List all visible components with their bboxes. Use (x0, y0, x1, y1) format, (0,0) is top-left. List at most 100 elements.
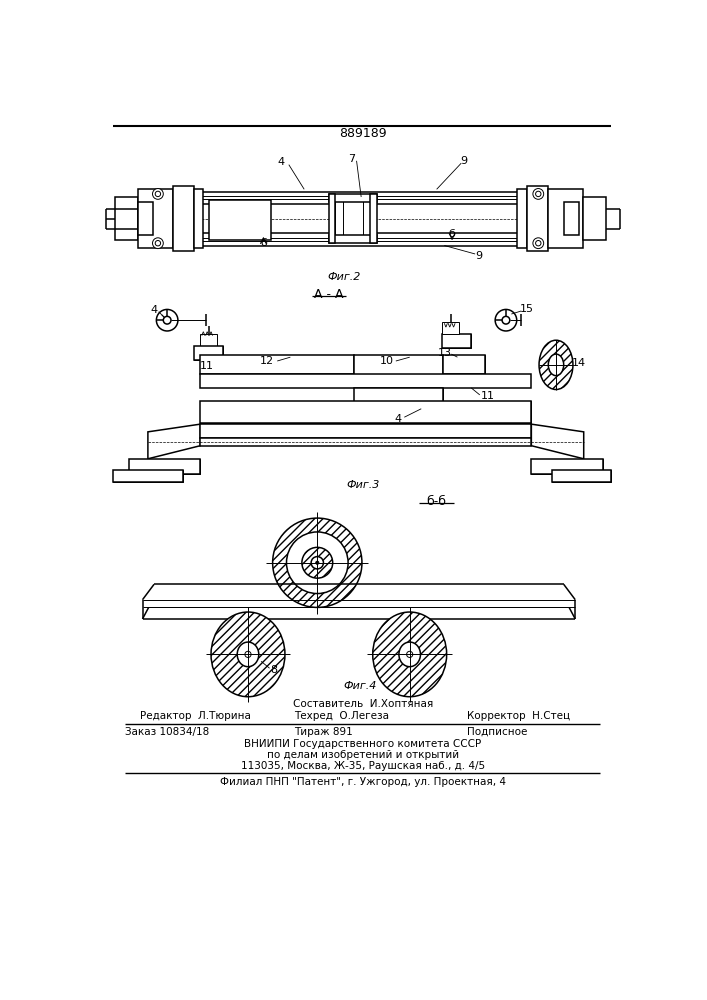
Text: 4: 4 (278, 157, 285, 167)
Ellipse shape (399, 642, 421, 667)
Circle shape (536, 241, 541, 246)
Circle shape (156, 241, 160, 246)
Bar (329, 194, 335, 243)
Bar (113, 470, 182, 482)
Bar (194, 346, 223, 360)
Ellipse shape (539, 340, 573, 389)
Circle shape (156, 309, 178, 331)
Bar (200, 424, 532, 438)
Bar (354, 388, 443, 415)
Bar (200, 401, 532, 423)
Bar (113, 470, 182, 482)
Text: А - А: А - А (314, 288, 344, 301)
Polygon shape (148, 424, 200, 459)
Bar (583, 197, 606, 240)
Bar (200, 374, 532, 388)
Text: 10: 10 (380, 356, 394, 366)
Bar (552, 470, 612, 482)
Circle shape (316, 561, 319, 564)
Ellipse shape (549, 354, 563, 376)
Text: 12: 12 (260, 356, 274, 366)
Bar (194, 189, 204, 248)
Text: 4: 4 (151, 305, 158, 315)
Text: 11: 11 (199, 361, 214, 371)
Bar (335, 197, 370, 240)
Text: 14: 14 (571, 358, 585, 368)
Text: Корректор  Н.Стец: Корректор Н.Стец (467, 711, 571, 721)
Bar (200, 355, 354, 374)
Text: 15: 15 (520, 304, 534, 314)
Bar (329, 235, 377, 243)
Bar (209, 200, 271, 240)
Ellipse shape (302, 547, 333, 578)
Bar (563, 202, 579, 235)
Text: б: б (449, 229, 455, 239)
Ellipse shape (311, 557, 324, 569)
Text: 13: 13 (438, 348, 451, 358)
Bar (354, 355, 443, 386)
Text: ВНИИПИ Государственного комитета СССР: ВНИИПИ Государственного комитета СССР (244, 739, 481, 749)
Circle shape (153, 238, 163, 249)
Bar (527, 186, 549, 251)
Bar (173, 186, 194, 251)
Bar (370, 194, 377, 243)
Text: 11: 11 (481, 391, 496, 401)
Bar (443, 355, 485, 374)
Circle shape (153, 189, 163, 199)
Bar (200, 401, 532, 423)
Text: Фиг.4: Фиг.4 (343, 681, 376, 691)
Text: Составитель  И.Хоптяная: Составитель И.Хоптяная (293, 699, 433, 709)
Bar (532, 459, 603, 474)
Bar (518, 189, 527, 248)
Text: 113035, Москва, Ж-35, Раушская наб., д. 4/5: 113035, Москва, Ж-35, Раушская наб., д. … (240, 761, 485, 771)
Bar (129, 459, 200, 474)
Circle shape (536, 191, 541, 197)
Text: 9: 9 (475, 251, 483, 261)
Bar (115, 197, 138, 240)
Text: Фиг.2: Фиг.2 (327, 272, 361, 282)
Bar (443, 355, 485, 374)
Circle shape (163, 316, 171, 324)
Text: Подписное: Подписное (467, 727, 528, 737)
Text: Филиал ПНП "Патент", г. Ужгород, ул. Проектная, 4: Филиал ПНП "Патент", г. Ужгород, ул. Про… (220, 777, 506, 787)
Text: Редактор  Л.Тюрина: Редактор Л.Тюрина (140, 711, 251, 721)
Bar (549, 189, 583, 248)
Circle shape (156, 191, 160, 197)
Circle shape (533, 189, 544, 199)
Text: Тираж 891: Тираж 891 (294, 727, 353, 737)
Polygon shape (532, 424, 584, 459)
Circle shape (245, 651, 251, 657)
Bar (343, 200, 363, 237)
Text: 4: 4 (395, 414, 402, 424)
Bar (200, 334, 217, 346)
Bar (129, 459, 200, 474)
Ellipse shape (286, 532, 348, 594)
Ellipse shape (238, 642, 259, 667)
Ellipse shape (211, 612, 285, 697)
Bar (442, 322, 459, 334)
Ellipse shape (273, 518, 362, 607)
Text: б-б: б-б (426, 495, 447, 508)
Text: 8: 8 (270, 665, 277, 675)
Ellipse shape (373, 612, 447, 697)
Bar (532, 459, 603, 474)
Bar (442, 334, 472, 348)
Bar (194, 346, 223, 360)
Bar (354, 355, 443, 386)
Bar (335, 197, 370, 240)
Bar (354, 388, 443, 415)
Text: Техред  О.Легеза: Техред О.Легеза (294, 711, 389, 721)
Text: по делам изобретений и открытий: по делам изобретений и открытий (267, 750, 459, 760)
Circle shape (502, 316, 510, 324)
Text: Заказ 10834/18: Заказ 10834/18 (125, 727, 209, 737)
Bar (200, 438, 532, 446)
Circle shape (407, 651, 413, 657)
Bar (442, 334, 472, 348)
Circle shape (533, 238, 544, 249)
Text: 9: 9 (460, 156, 467, 166)
Circle shape (495, 309, 517, 331)
Bar (138, 202, 153, 235)
Bar (138, 189, 173, 248)
Bar (552, 470, 612, 482)
Text: Фиг.3: Фиг.3 (346, 480, 380, 490)
